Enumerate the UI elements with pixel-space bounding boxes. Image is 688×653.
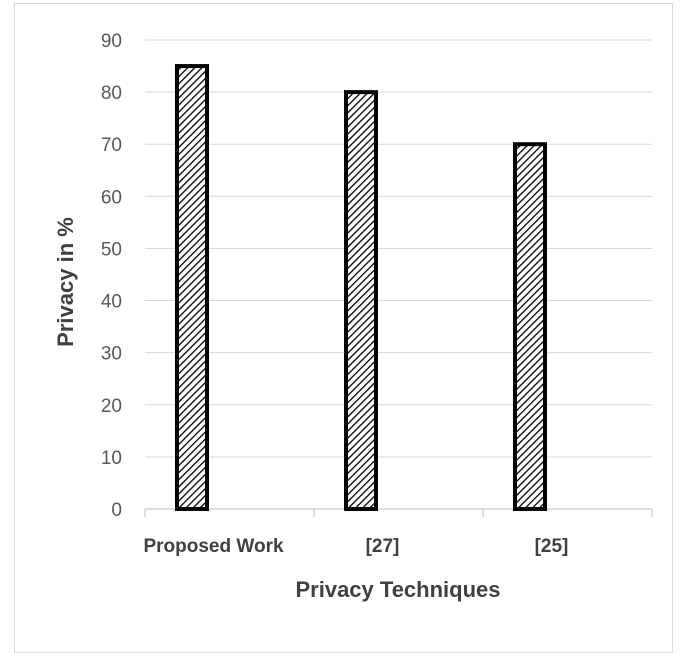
y-tick-labels: 0 10 20 30 40 50 60 70 80 90 [101, 31, 122, 521]
x-axis-title: Privacy Techniques [295, 577, 500, 602]
y-tick-label: 0 [111, 500, 122, 521]
x-tick-label: [25] [535, 536, 569, 557]
y-tick-label: 20 [101, 396, 122, 417]
bar-3 [513, 142, 547, 511]
gridlines [145, 39, 652, 458]
bar-1 [175, 64, 209, 512]
y-tick-label: 60 [101, 187, 122, 208]
x-tick-label: Proposed Work [143, 536, 283, 557]
y-tick-label: 80 [101, 83, 122, 104]
y-axis-title: Privacy in % [53, 217, 78, 347]
y-tick-label: 90 [101, 31, 122, 52]
y-tick-label: 70 [101, 135, 122, 156]
x-axis [144, 508, 653, 517]
y-tick-label: 30 [101, 344, 122, 365]
x-tick-label: [27] [366, 536, 400, 557]
y-tick-label: 40 [101, 292, 122, 313]
y-tick-label: 10 [101, 448, 122, 469]
chart-frame [14, 3, 673, 653]
y-tick-label: 50 [101, 239, 122, 260]
bar-2 [344, 90, 378, 511]
x-tick-labels: Proposed Work [27] [25] [143, 536, 568, 557]
bars [175, 64, 547, 512]
